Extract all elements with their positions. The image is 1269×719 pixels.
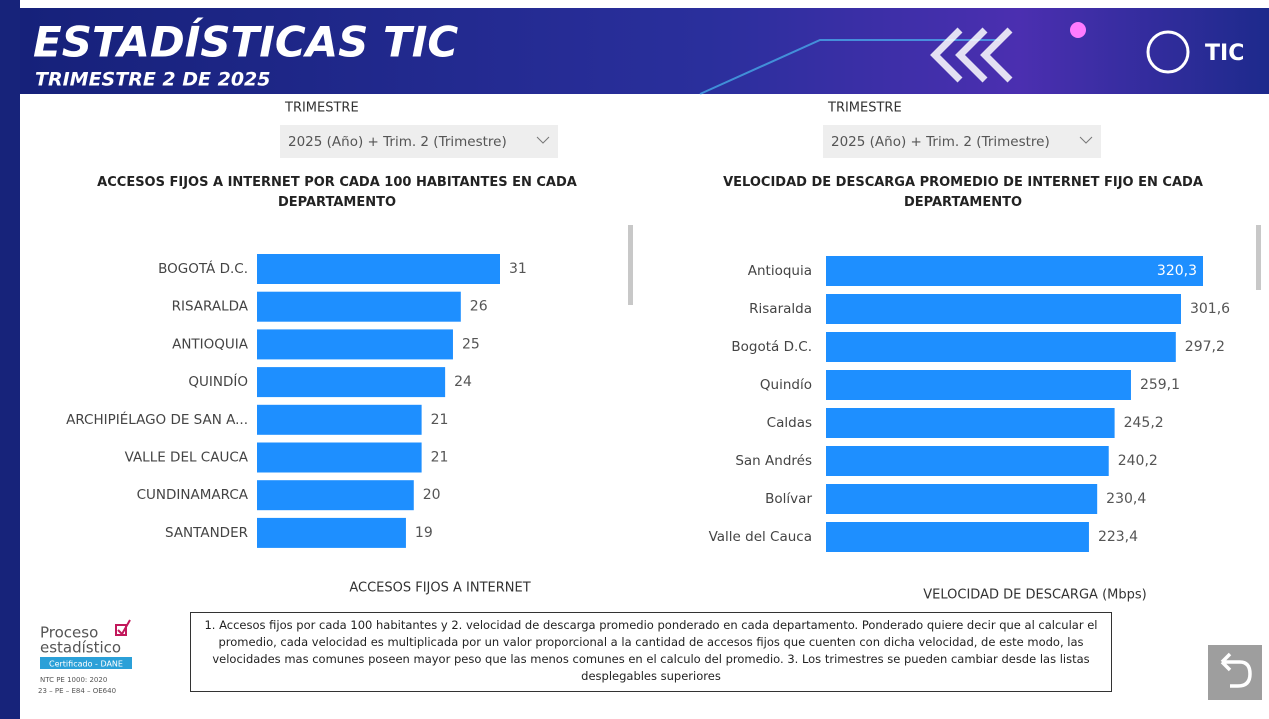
filter-value: 2025 (Año) + Trim. 2 (Trimestre): [288, 134, 507, 150]
logo-text: estadístico: [40, 639, 121, 657]
category-label: Bolívar: [765, 491, 812, 507]
bar: [257, 254, 500, 284]
header-dot: [1070, 22, 1086, 38]
bar: [826, 332, 1176, 362]
value-label: 31: [509, 261, 527, 277]
back-button[interactable]: [1208, 645, 1262, 700]
scrollbar[interactable]: [628, 225, 633, 305]
value-label: 19: [415, 525, 433, 541]
chart-title-line: VELOCIDAD DE DESCARGA PROMEDIO DE INTERN…: [723, 175, 1203, 190]
filter-label: TRIMESTRE: [827, 101, 902, 116]
chart-title-line: ACCESOS FIJOS A INTERNET POR CADA 100 HA…: [97, 175, 577, 190]
bar: [257, 291, 461, 322]
chart-title-line: DEPARTAMENTO: [904, 195, 1022, 210]
bar: [826, 370, 1131, 400]
value-label: 24: [454, 374, 472, 390]
value-label: 21: [431, 450, 449, 466]
bar: [257, 517, 406, 548]
category-label: Quindío: [760, 377, 812, 393]
bar: [826, 484, 1098, 514]
dropdown-chevron: [536, 136, 550, 144]
axis-title: VELOCIDAD DE DESCARGA (Mbps): [923, 588, 1146, 603]
bar: [826, 294, 1181, 324]
filter-value: 2025 (Año) + Trim. 2 (Trimestre): [831, 134, 1050, 150]
logo-code: 23 – PE – E84 – OE640: [38, 687, 116, 695]
filter-label: TRIMESTRE: [284, 101, 359, 116]
axis-title: ACCESOS FIJOS A INTERNET: [349, 581, 530, 596]
bar: [826, 522, 1089, 552]
value-label: 240,2: [1118, 453, 1158, 469]
category-label: ARCHIPIÉLAGO DE SAN A...: [66, 411, 248, 428]
value-label: 301,6: [1190, 301, 1230, 317]
logo-badge-text: Certificado - DANE: [49, 660, 123, 669]
logo-text: Proceso: [40, 624, 98, 642]
value-label: 297,2: [1185, 339, 1225, 355]
logo-check: [115, 619, 131, 636]
filter-dropdown[interactable]: [280, 125, 558, 158]
bar: [257, 442, 422, 473]
category-label: SANTANDER: [165, 525, 248, 541]
value-label: 230,4: [1106, 491, 1146, 507]
dropdown-chevron: [1079, 136, 1093, 144]
header-decor: [699, 39, 1000, 95]
bar: [257, 367, 446, 398]
value-label: 320,3: [1157, 263, 1197, 279]
value-label: 21: [431, 412, 449, 428]
bar: [257, 480, 414, 511]
value-label: 25: [462, 336, 480, 352]
bar: [257, 404, 422, 435]
chart-title: ACCESOS FIJOS A INTERNET POR CADA 100 HA…: [97, 175, 577, 210]
category-label: VALLE DEL CAUCA: [125, 450, 249, 466]
header-chevrons: [930, 27, 1013, 83]
value-label: 20: [423, 487, 441, 503]
header-title: ESTADÍSTICAS TIC: [33, 17, 458, 67]
chart-title: VELOCIDAD DE DESCARGA PROMEDIO DE INTERN…: [723, 175, 1203, 210]
side-strip: [0, 0, 20, 719]
category-label: Caldas: [767, 415, 812, 431]
footnote: 1. Accesos fijos por cada 100 habitantes…: [190, 612, 1112, 692]
value-label: 26: [470, 299, 488, 315]
category-label: ANTIOQUIA: [172, 336, 249, 352]
back-icon: [1220, 652, 1252, 688]
bar: [826, 408, 1115, 438]
category-label: Bogotá D.C.: [731, 339, 812, 355]
logo-badge: [40, 657, 132, 669]
value-label: 223,4: [1098, 529, 1138, 545]
scrollbar[interactable]: [1256, 225, 1261, 290]
value-label: 259,1: [1140, 377, 1180, 393]
value-label: 245,2: [1124, 415, 1164, 431]
category-label: Risaralda: [749, 301, 812, 317]
category-label: BOGOTÁ D.C.: [158, 260, 248, 277]
category-label: Valle del Cauca: [709, 529, 812, 545]
logo-code: NTC PE 1000: 2020: [40, 676, 107, 684]
header-subtitle: TRIMESTRE 2 DE 2025: [35, 69, 271, 91]
header-band: [20, 8, 1269, 94]
category-label: CUNDINAMARCA: [137, 487, 249, 503]
brand-emblem: [1146, 30, 1190, 74]
category-label: San Andrés: [735, 453, 812, 469]
category-label: RISARALDA: [172, 299, 249, 315]
bar: [826, 256, 1203, 286]
chart-title-line: DEPARTAMENTO: [278, 195, 396, 210]
category-label: QUINDÍO: [188, 373, 248, 390]
filter-dropdown[interactable]: [823, 125, 1101, 158]
category-label: Antioquia: [748, 263, 812, 279]
bar: [257, 329, 453, 360]
bar: [826, 446, 1109, 476]
brand-text: TIC: [1205, 41, 1244, 66]
